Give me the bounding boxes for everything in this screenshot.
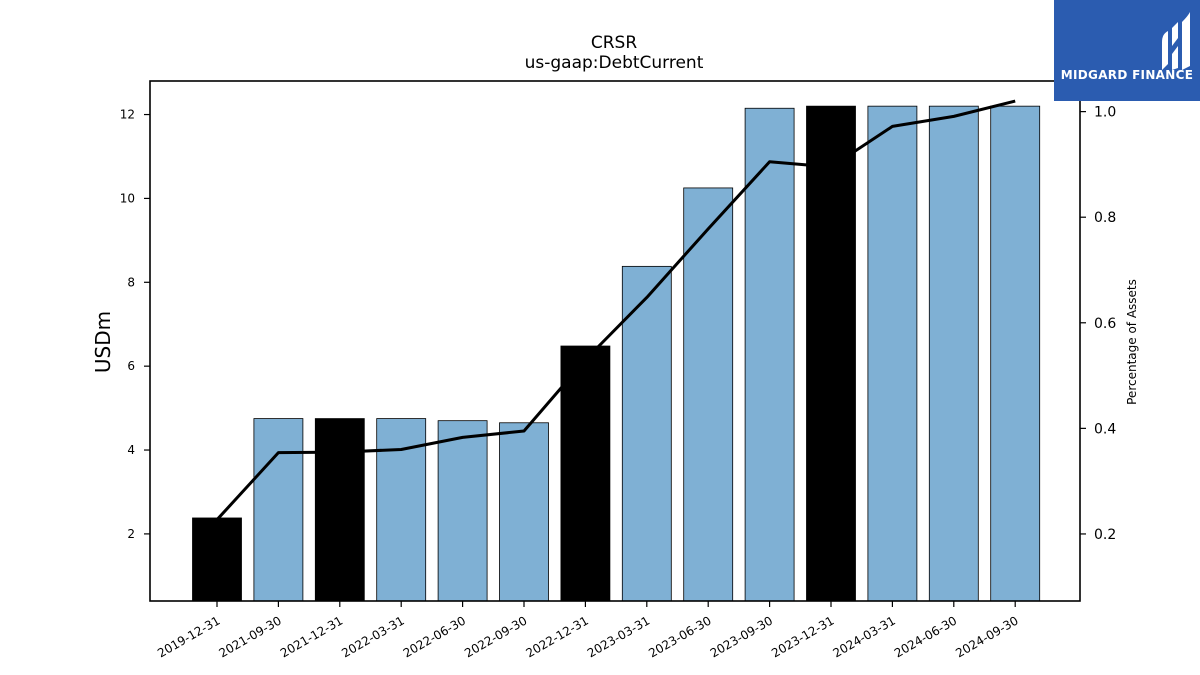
y2-tick-label: 0.8 [1094,210,1116,226]
y-tick-label: 8 [127,275,135,289]
bar-2022-12-31 [560,345,611,602]
x-tick-label: 2021-09-30 [216,613,283,660]
y-tick-label: 10 [120,191,135,205]
percentage-of-assets-line [215,99,1016,521]
x-tick-label: 2022-12-31 [523,613,590,660]
bar-2024-06-30 [928,105,979,602]
bar-2022-06-30 [437,420,488,602]
chart-title: CRSR [591,33,637,53]
logo-text: MIDGARD FINANCE [1060,68,1194,82]
bar-2021-12-31 [314,418,365,602]
x-tick-label: 2021-12-31 [278,613,345,660]
x-tick-label: 2022-03-31 [339,613,406,660]
y-tick-label: 2 [127,527,135,541]
x-tick-label: 2023-12-31 [769,613,836,660]
bar-2023-06-30 [683,187,734,602]
y2-tick-label: 0.4 [1094,421,1116,437]
y2-axis-label: Percentage of Assets [1125,279,1139,405]
left-axis: 2 4 6 8 10 12 [120,108,150,541]
bar-2021-09-30 [253,418,304,602]
line-group [215,99,1016,521]
x-tick-label: 2023-03-31 [585,613,652,660]
x-tick-label: 2023-09-30 [708,613,775,660]
right-axis: 0.2 0.4 0.6 0.8 1.0 [1080,105,1116,543]
y-tick-label: 12 [120,108,135,122]
bar-group [192,105,1041,602]
y2-tick-label: 1.0 [1094,105,1116,121]
x-axis: 2019-12-312021-09-302021-12-312022-03-31… [155,601,1021,660]
bar-2023-12-31 [806,105,856,602]
y-tick-label: 6 [127,359,135,373]
x-tick-label: 2024-03-31 [830,613,897,660]
bar-2024-03-31 [867,105,918,602]
x-tick-label: 2024-09-30 [953,613,1020,660]
x-tick-label: 2023-06-30 [646,613,713,660]
bar-2022-09-30 [499,422,549,602]
x-tick-label: 2022-09-30 [462,613,529,660]
midgard-finance-logo: MIDGARD FINANCE [1054,0,1200,101]
y-tick-label: 4 [127,443,135,457]
y-axis-label: USDm [91,311,115,373]
bar-2023-03-31 [621,265,672,602]
x-tick-label: 2019-12-31 [155,613,222,660]
midgard-m-logo-icon [1162,12,1190,70]
x-tick-label: 2022-06-30 [401,613,468,660]
plot-frame [149,80,1081,602]
bar-2023-09-30 [744,107,795,602]
x-tick-label: 2024-06-30 [892,613,959,660]
y2-tick-label: 0.2 [1094,527,1116,543]
chart-subtitle: us-gaap:DebtCurrent [525,53,704,73]
y2-tick-label: 0.6 [1094,316,1116,332]
bar-2019-12-31 [192,517,242,602]
bar-2024-09-30 [990,105,1041,602]
